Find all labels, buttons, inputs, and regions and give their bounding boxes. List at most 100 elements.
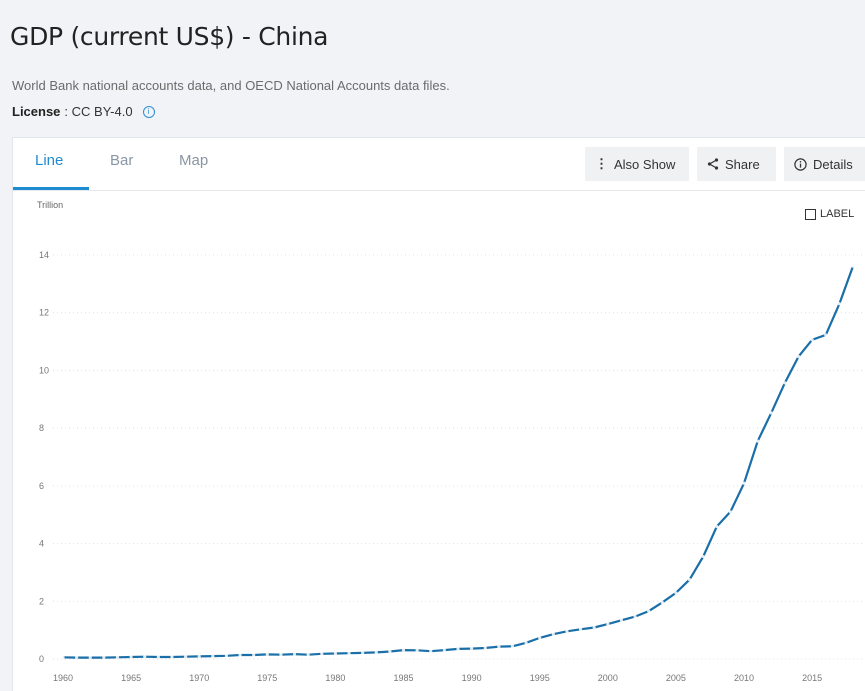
data-point: [61, 655, 65, 659]
data-point: [687, 578, 692, 582]
license-value: : CC BY-4.0: [64, 104, 133, 119]
x-tick-label: 1970: [189, 673, 209, 683]
x-tick-label: 1975: [257, 673, 277, 683]
data-point: [633, 614, 637, 619]
data-point: [333, 651, 338, 656]
data-point: [75, 655, 79, 660]
details-label: Details: [813, 156, 853, 172]
y-axis-unit-label: Trillion: [37, 200, 64, 210]
data-point: [129, 655, 133, 659]
data-point: [578, 627, 583, 631]
also-show-label: Also Show: [614, 156, 676, 172]
data-point: [470, 647, 474, 651]
info-icon[interactable]: i: [142, 105, 155, 118]
data-point: [456, 647, 460, 651]
data-point: [320, 652, 324, 656]
x-tick-label: 2015: [802, 673, 822, 683]
data-point: [783, 381, 787, 385]
line-chart: 0 2 4 6 8 10 12 14 1960 1965 1970 1975 1980 1985 1990 1…: [39, 250, 865, 683]
page-title: GDP (current US$) - China: [10, 22, 329, 51]
data-point: [497, 644, 501, 649]
data-point: [538, 636, 542, 640]
x-tick-label: 1980: [325, 673, 345, 683]
data-point: [810, 338, 814, 342]
data-point: [796, 354, 801, 359]
y-tick-label: 2: [39, 596, 44, 606]
tab-bar[interactable]: Bar: [110, 152, 134, 169]
y-tick-label: 10: [39, 365, 49, 375]
info-circle-icon: [794, 157, 807, 171]
data-point: [606, 622, 610, 626]
x-tick-label: 1960: [53, 673, 73, 683]
y-tick-label: 8: [39, 423, 44, 433]
data-point: [183, 655, 188, 659]
data-point: [401, 648, 406, 652]
y-tick-label: 6: [39, 481, 44, 491]
data-point: [647, 609, 651, 613]
data-point: [851, 264, 855, 268]
label-toggle[interactable]: LABEL: [805, 208, 854, 220]
data-point: [361, 651, 365, 655]
series-line: [62, 265, 855, 659]
data-point: [442, 648, 446, 652]
y-tick-label: 12: [39, 308, 49, 318]
license-label: License: [12, 104, 61, 119]
data-point: [252, 653, 256, 657]
chart-panel: Line Bar Map ⋮ Also Show Share Details T…: [12, 137, 865, 691]
tab-map[interactable]: Map: [179, 152, 209, 169]
share-label: Share: [725, 156, 760, 172]
data-source: World Bank national accounts data, and O…: [12, 78, 450, 93]
x-tick-label: 1995: [530, 673, 550, 683]
x-tick-label: 2010: [734, 673, 754, 683]
x-tick-label: 2000: [598, 673, 618, 683]
data-point: [483, 646, 487, 650]
data-point: [292, 652, 297, 656]
data-point: [211, 654, 215, 658]
data-point: [565, 629, 569, 633]
x-tick-label: 2005: [666, 673, 686, 683]
data-point: [143, 655, 147, 659]
data-point: [674, 591, 678, 595]
data-point: [824, 333, 828, 337]
data-point: [306, 653, 310, 657]
y-tick-label: 4: [39, 539, 44, 549]
data-point: [224, 654, 229, 658]
x-tick-label: 1965: [121, 673, 141, 683]
data-point: [742, 481, 746, 485]
license-line: License : CC BY-4.0 i: [12, 104, 155, 119]
data-point: [551, 632, 555, 636]
data-point: [197, 654, 201, 659]
data-point: [429, 649, 433, 653]
data-point: [837, 302, 841, 306]
data-point: [619, 618, 624, 622]
label-checkbox[interactable]: [805, 208, 816, 220]
tab-line[interactable]: Line: [35, 152, 64, 169]
data-point: [88, 655, 92, 660]
label-toggle-text: LABEL: [820, 208, 855, 220]
y-tick-label: 0: [39, 654, 44, 664]
x-tick-label: 1990: [462, 673, 482, 683]
also-show-button[interactable]: ⋮ Also Show: [585, 147, 689, 181]
vertical-dots-icon: ⋮: [595, 156, 608, 171]
data-point: [715, 524, 719, 529]
data-point: [279, 653, 283, 657]
data-point: [170, 655, 174, 659]
share-button[interactable]: Share: [697, 147, 776, 181]
data-point: [374, 650, 378, 654]
data-point: [524, 641, 528, 645]
data-point: [728, 510, 733, 514]
data-point: [510, 644, 515, 648]
data-point: [660, 600, 664, 605]
data-point: [701, 554, 705, 559]
details-button[interactable]: Details: [784, 147, 865, 181]
y-tick-label: 14: [39, 250, 49, 260]
data-point: [415, 648, 419, 652]
x-tick-label: 1985: [394, 673, 414, 683]
data-point: [156, 655, 160, 659]
active-tab-indicator: [13, 187, 89, 190]
data-point: [238, 653, 242, 657]
data-point: [102, 655, 106, 660]
chart-tabs: Line Bar Map ⋮ Also Show Share Details: [13, 138, 865, 191]
share-icon: [707, 158, 719, 170]
data-point: [756, 439, 760, 443]
